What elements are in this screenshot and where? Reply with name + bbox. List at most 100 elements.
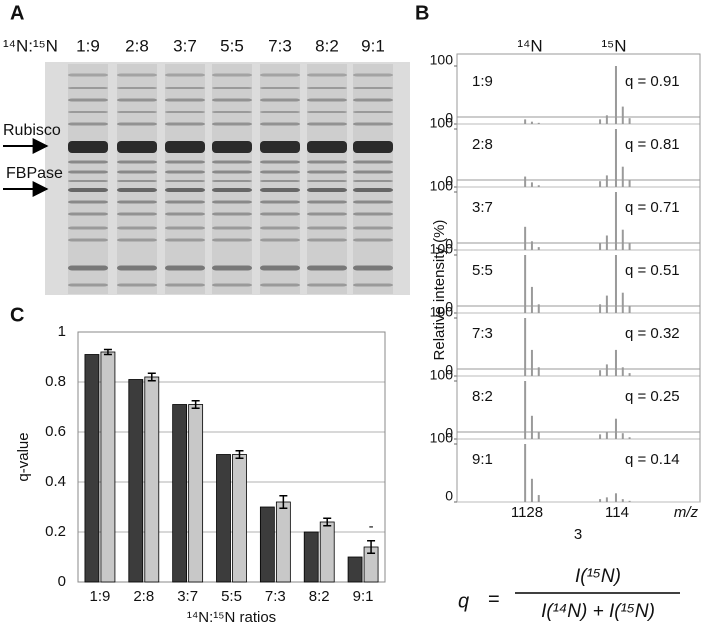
- gel-band: [260, 73, 300, 77]
- gel-band: [117, 98, 157, 102]
- gel-band: [307, 98, 347, 102]
- x-tick-label: 8:2: [309, 588, 330, 605]
- ratio-label: 9:1: [472, 451, 493, 468]
- gel-band: [212, 122, 252, 126]
- gel-band: [353, 283, 393, 287]
- gel-header: ¹⁴N:¹⁵N: [3, 36, 58, 55]
- gel-band: [307, 87, 347, 89]
- y-tick-label: 0: [445, 488, 453, 504]
- gel-band: [68, 170, 108, 174]
- gel-band: [68, 73, 108, 77]
- gel-band: [117, 87, 157, 89]
- bar: [172, 404, 188, 583]
- ratio-label: 2:8: [472, 136, 493, 153]
- gel-band: [353, 160, 393, 164]
- gel-band: [212, 238, 252, 242]
- y-axis-label: Relative intensity (%): [431, 220, 448, 361]
- gel-band: [212, 188, 252, 192]
- gel-band: [68, 238, 108, 242]
- y-tick-label: 100: [430, 178, 454, 194]
- y-tick-label: 0: [58, 573, 66, 590]
- gel-band: [260, 212, 300, 216]
- gel-band: [117, 283, 157, 287]
- gel-band: [260, 98, 300, 102]
- gel-band: [165, 226, 205, 230]
- y-tick-label: 0: [445, 299, 453, 315]
- ratio-label: 1:9: [472, 73, 493, 90]
- gel-band: [260, 122, 300, 126]
- gel-band: [353, 170, 393, 174]
- bar: [188, 404, 204, 583]
- gel-band: [260, 188, 300, 192]
- gel-band: [117, 160, 157, 164]
- peak-label: ¹⁵N: [602, 36, 627, 55]
- gel-band: [353, 180, 393, 182]
- gel-band: [165, 73, 205, 77]
- bar: [232, 454, 247, 583]
- y-tick-label: 0: [445, 110, 453, 126]
- y-tick-label: 0.4: [45, 473, 66, 490]
- q-label: q = 0.32: [625, 325, 680, 342]
- gel-band: [260, 238, 300, 242]
- gel-lane: [117, 64, 157, 294]
- lane-label: 9:1: [361, 36, 385, 55]
- gel-band: [68, 283, 108, 287]
- gel-band: [307, 122, 347, 126]
- gel-band: [212, 212, 252, 216]
- y-tick-label: 0.8: [45, 373, 66, 390]
- panel-label: A: [10, 2, 24, 24]
- y-tick-label: 0.6: [45, 423, 66, 440]
- bar: [128, 379, 144, 583]
- gel-band: [260, 265, 300, 271]
- gel-band: [117, 238, 157, 242]
- x-text: 1128: [511, 504, 543, 521]
- gel-band: [307, 212, 347, 216]
- ratio-label: 5:5: [472, 262, 493, 279]
- gel-band: [212, 73, 252, 77]
- error-bar: [147, 372, 156, 382]
- lane-label: 7:3: [268, 36, 292, 55]
- gel-band: [353, 226, 393, 230]
- gel-band: [307, 238, 347, 242]
- gel-band: [307, 226, 347, 230]
- gel-band: [68, 188, 108, 192]
- gel-band: [117, 265, 157, 271]
- gel-band: [353, 238, 393, 242]
- gel-lane: [307, 64, 347, 294]
- x-text: 3: [574, 526, 582, 543]
- formula-lhs: q: [458, 590, 469, 612]
- lane-label: 5:5: [220, 36, 244, 55]
- gel-band: [353, 265, 393, 271]
- error-bar: [235, 450, 244, 459]
- gel-band: [260, 226, 300, 230]
- gel-band: [212, 226, 252, 230]
- bar: [303, 531, 319, 583]
- gel-band: [68, 226, 108, 230]
- gel-band: [212, 283, 252, 287]
- gel-band: [260, 200, 300, 204]
- gel-band: [117, 180, 157, 182]
- gel-band: [165, 87, 205, 89]
- x-tick-label: 7:3: [265, 588, 286, 605]
- gel-band: [260, 160, 300, 164]
- gel-band: [307, 160, 347, 164]
- gel-band: [68, 122, 108, 126]
- gel-band: [165, 180, 205, 182]
- gel-band: [165, 160, 205, 164]
- gel-band: [260, 141, 300, 153]
- panel-label: C: [10, 304, 24, 326]
- gel-band: [353, 98, 393, 102]
- band-label: FBPase: [6, 165, 63, 182]
- gel-band: [165, 188, 205, 192]
- gel-band: [68, 180, 108, 182]
- gel-band: [165, 238, 205, 242]
- band-label: Rubisco: [3, 122, 61, 139]
- gel-lane: [353, 64, 393, 294]
- bar: [275, 501, 291, 583]
- gel-band: [307, 283, 347, 287]
- gel-band: [260, 283, 300, 287]
- gel-band: [260, 170, 300, 174]
- gel-band: [165, 122, 205, 126]
- gel-band: [307, 200, 347, 204]
